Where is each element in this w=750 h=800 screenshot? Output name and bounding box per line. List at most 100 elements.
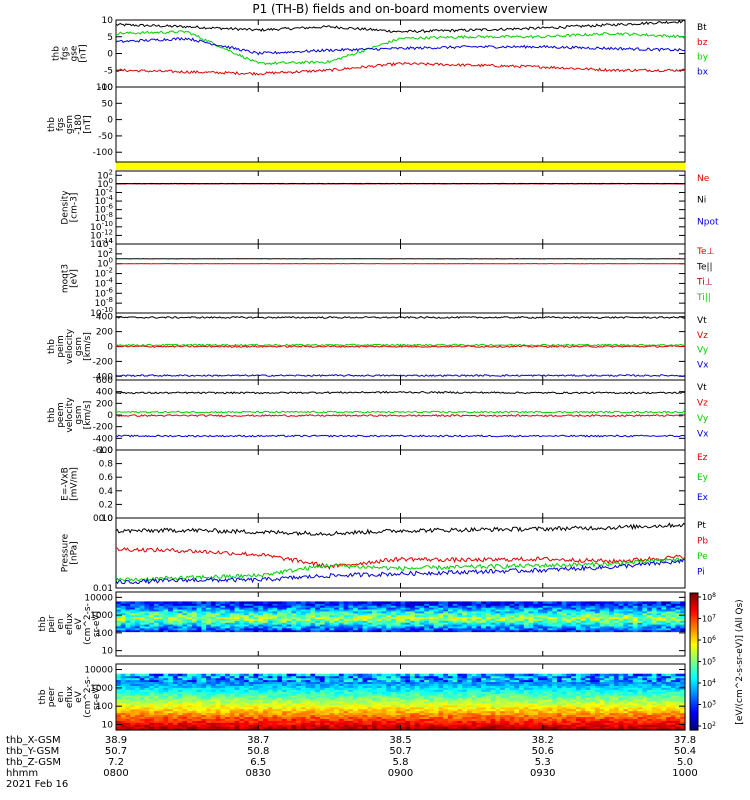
heatmap-cell <box>239 620 245 623</box>
heatmap-cell <box>514 726 520 729</box>
heatmap-cell <box>447 618 454 621</box>
heatmap-cell <box>300 607 307 610</box>
heatmap-cell <box>234 710 240 714</box>
heatmap-cell <box>547 625 553 629</box>
heatmap-cell <box>258 603 264 606</box>
heatmap-cell <box>490 718 496 721</box>
heatmap-cell <box>310 698 316 702</box>
heatmap-cell <box>585 616 591 619</box>
heatmap-cell <box>272 698 278 702</box>
heatmap-cell <box>661 629 667 633</box>
heatmap-cell <box>324 605 330 608</box>
heatmap-cell <box>310 605 316 608</box>
y-axis-label: velocity <box>65 397 75 433</box>
heatmap-cell <box>300 697 307 700</box>
heatmap-cell <box>319 695 326 698</box>
heatmap-cell <box>267 695 274 698</box>
heatmap-cell <box>386 718 392 721</box>
heatmap-cell <box>319 620 326 623</box>
heatmap-cell <box>495 695 501 698</box>
heatmap-cell <box>623 720 629 723</box>
heatmap-cell <box>139 724 146 727</box>
heatmap-cell <box>163 695 169 698</box>
heatmap-cell <box>310 714 316 718</box>
heatmap-cell <box>172 712 179 716</box>
heatmap-cell <box>187 728 193 731</box>
heatmap-cell <box>476 704 482 708</box>
heatmap-cell <box>158 698 165 702</box>
heatmap-cell <box>409 695 416 698</box>
heatmap-cell <box>125 712 131 716</box>
heatmap-cell <box>187 724 193 727</box>
heatmap-cell <box>561 693 568 696</box>
heatmap-cell <box>116 720 122 723</box>
heatmap-cell <box>590 627 596 631</box>
heatmap-cell <box>466 710 473 714</box>
heatmap-cell <box>571 691 577 694</box>
heatmap-cell <box>632 624 639 627</box>
heatmap-cell <box>196 625 202 629</box>
heatmap-cell <box>414 689 421 692</box>
heatmap-cell <box>225 718 231 721</box>
heatmap-cell <box>139 629 146 633</box>
heatmap-cell <box>229 610 236 614</box>
heatmap-cell <box>443 697 449 700</box>
heatmap-cell <box>381 601 387 604</box>
heatmap-cell <box>324 706 330 710</box>
heatmap-cell <box>372 697 378 700</box>
heatmap-cell <box>428 625 435 629</box>
heatmap-cell <box>476 627 482 631</box>
heatmap-cell <box>528 704 534 708</box>
heatmap-cell <box>305 603 312 606</box>
heatmap-cell <box>153 620 160 623</box>
heatmap-cell <box>168 618 174 621</box>
heatmap-cell <box>182 722 188 725</box>
heatmap-cell <box>485 718 492 721</box>
heatmap-cell <box>670 624 677 627</box>
heatmap-cell <box>476 718 482 721</box>
heatmap-cell <box>561 712 568 716</box>
series-line-vy <box>115 343 686 347</box>
heatmap-cell <box>300 614 307 618</box>
heatmap-cell <box>476 712 482 716</box>
heatmap-cell <box>196 601 202 604</box>
heatmap-cell <box>594 710 601 714</box>
heatmap-cell <box>580 724 587 727</box>
heatmap-cell <box>116 687 122 690</box>
heatmap-cell <box>613 695 620 698</box>
heatmap-cell <box>149 685 155 688</box>
heatmap-cell <box>604 718 610 721</box>
heatmap-cell <box>642 726 648 729</box>
heatmap-cell <box>281 718 288 721</box>
heatmap-cell <box>523 714 530 718</box>
heatmap-cell <box>509 618 515 621</box>
heatmap-cell <box>319 693 326 696</box>
heatmap-cell <box>291 687 297 690</box>
heatmap-cell <box>528 728 534 731</box>
heatmap-cell <box>210 608 217 612</box>
heatmap-cell <box>244 610 250 614</box>
heatmap-cell <box>599 605 605 608</box>
heatmap-cell <box>400 720 406 723</box>
heatmap-cell <box>609 689 615 692</box>
heatmap-cell <box>343 691 349 694</box>
heatmap-cell <box>680 612 686 616</box>
heatmap-cell <box>538 614 544 618</box>
heatmap-cell <box>324 610 330 614</box>
heatmap-cell <box>262 700 269 704</box>
heatmap-cell <box>680 622 686 625</box>
heatmap-cell <box>552 612 558 616</box>
heatmap-cell <box>244 726 250 729</box>
heatmap-cell <box>153 698 160 702</box>
heatmap-cell <box>452 620 458 623</box>
heatmap-cell <box>604 614 610 618</box>
heatmap-cell <box>201 718 207 721</box>
heatmap-cell <box>457 728 463 731</box>
heatmap-cell <box>206 695 212 698</box>
heatmap-cell <box>357 622 364 625</box>
heatmap-cell <box>457 612 463 616</box>
heatmap-cell <box>220 724 226 727</box>
heatmap-cell <box>528 698 534 702</box>
heatmap-cell <box>476 608 482 612</box>
